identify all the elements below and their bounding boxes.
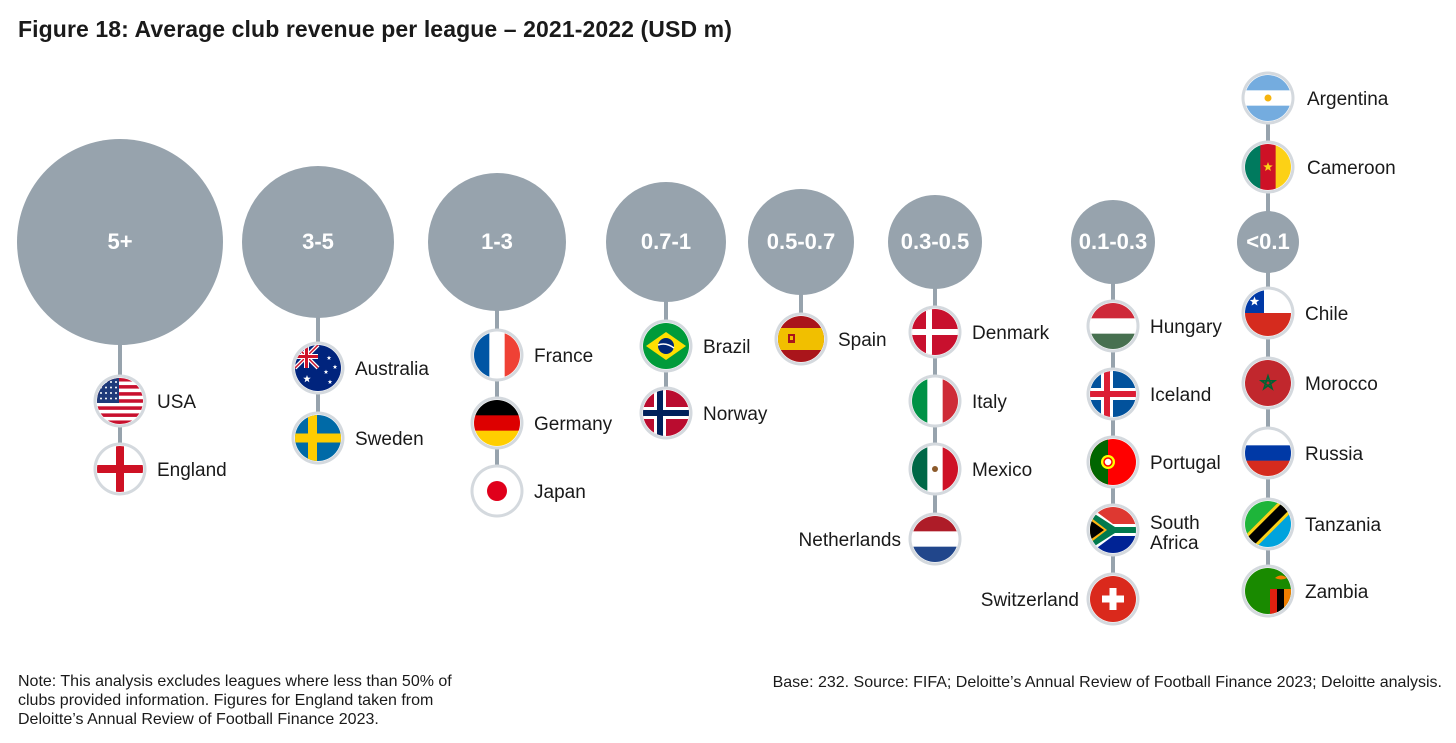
country-label: Netherlands [799,530,901,551]
footnote: Note: This analysis excludes leagues whe… [18,673,452,728]
england-flag-icon [93,442,147,496]
germany-flag-icon [470,396,524,450]
country-label: Russia [1305,444,1364,465]
brazil-flag-icon [639,319,693,373]
country-label: Argentina [1307,89,1389,110]
revenue-bubble [748,189,854,295]
iceland-flag-icon [1086,367,1140,421]
south-africa-flag-icon [1086,503,1140,557]
revenue-bubble [888,195,982,289]
country-label: Morocco [1305,374,1378,395]
country-label: Mexico [972,460,1032,481]
country-label: Australia [355,359,429,380]
bubbles: 5+ 3-5 1-3 0.7-1 0.5-0.7 0.3-0.5 0.1-0.3 <0.1 [17,139,1299,345]
bubble-label: 0.5-0.7 [767,229,836,254]
country-label: France [534,346,593,367]
argentina-flag-icon [1241,71,1295,125]
bubble-label: <0.1 [1246,229,1289,254]
country-label: Germany [534,414,613,435]
country-label: Chile [1305,304,1348,325]
country-label: Sweden [355,429,424,450]
country-label: Tanzania [1305,515,1381,536]
chile-flag-icon [1241,286,1295,340]
country-label: Denmark [972,323,1050,344]
figure-title: Figure 18: Average club revenue per leag… [18,16,732,42]
country-label: Norway [703,404,768,425]
country-label: England [157,460,227,481]
denmark-flag-icon [908,305,962,359]
source-line: Base: 232. Source: FIFA; Deloitte’s Annu… [772,674,1442,691]
bubble-label: 3-5 [302,229,334,254]
sweden-flag-icon [291,411,345,465]
revenue-bubble [17,139,223,345]
cameroon-flag-icon [1241,140,1295,194]
country-label: Brazil [703,337,751,358]
country-labels: USA England Australia Sweden France Germany Ja… [157,89,1396,611]
revenue-bubble [428,173,566,311]
france-flag-icon [470,328,524,382]
switzerland-flag-icon [1086,572,1140,626]
netherlands-flag-icon [908,512,962,566]
country-label: Portugal [1150,453,1221,474]
country-label: Iceland [1150,385,1211,406]
revenue-bubble [1071,200,1155,284]
bubble-label: 1-3 [481,229,513,254]
country-label: Japan [534,482,586,503]
mexico-flag-icon [908,442,962,496]
country-label: Zambia [1305,582,1369,603]
zambia-flag-icon [1241,564,1295,618]
flags [93,71,1295,626]
italy-flag-icon [908,374,962,428]
revenue-bubble [606,182,726,302]
russia-flag-icon [1241,426,1295,480]
country-label: Cameroon [1307,158,1396,179]
morocco-flag-icon [1241,356,1295,410]
country-label: Switzerland [981,590,1079,611]
tanzania-flag-icon [1241,497,1295,551]
revenue-bubble [1237,211,1299,273]
country-label: Hungary [1150,317,1222,338]
country-label: Spain [838,330,887,351]
hungary-flag-icon [1086,299,1140,353]
usa-flag-icon [93,374,147,428]
revenue-bubble [242,166,394,318]
country-label: Italy [972,392,1007,413]
bubble-label: 5+ [107,229,132,254]
bubble-label: 0.3-0.5 [901,229,970,254]
japan-flag-icon [470,464,524,518]
australia-flag-icon [291,341,345,395]
bubble-label: 0.1-0.3 [1079,229,1148,254]
bubble-label: 0.7-1 [641,229,691,254]
norway-flag-icon [639,386,693,440]
spain-flag-icon [774,312,828,366]
country-label: USA [157,392,196,413]
country-label: South Africa [1150,513,1200,554]
portugal-flag-icon [1086,435,1140,489]
